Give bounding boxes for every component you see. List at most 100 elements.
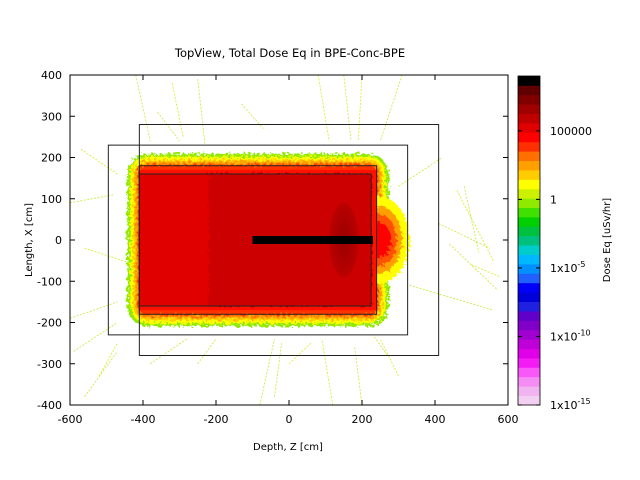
streak-5 [157, 111, 180, 142]
streak-7 [197, 79, 206, 146]
streak-1 [73, 322, 118, 352]
y-axis: 400 300 200 100 0 -100 -200 -300 -400 [37, 69, 508, 412]
streak-16 [259, 338, 275, 405]
y-tick-label: -400 [37, 399, 62, 412]
colorbar-band [518, 198, 540, 208]
colorbar-band [518, 113, 540, 124]
y-tick-label: 400 [41, 69, 62, 82]
colorbar-band [518, 170, 540, 180]
streak-12 [357, 75, 363, 142]
x-tick-label: 200 [352, 413, 373, 426]
y-tick-label: -100 [37, 275, 62, 288]
region-bpe-outer-layer [107, 144, 409, 336]
colorbar-tick-label: 1x10-15 [550, 397, 591, 412]
colorbar-tick-label: 1 [550, 193, 557, 206]
colorbar-band [518, 311, 540, 321]
colorbar-band [518, 188, 540, 199]
streak-11 [379, 75, 403, 142]
colorbar-band [518, 301, 540, 312]
streak-30 [288, 342, 312, 365]
streak-18 [321, 338, 334, 405]
y-tick-label: 100 [41, 193, 62, 206]
colorbar-band [518, 254, 540, 265]
colorbar-band [518, 329, 540, 340]
streak-29 [398, 157, 443, 187]
colorbar-tick-label: 100000 [550, 125, 592, 138]
chart-title: TopView, Total Dose Eq in BPE-Conc-BPE [174, 46, 405, 60]
colorbar-band [518, 76, 540, 86]
colorbar-frame [517, 75, 541, 406]
colorbar-band [518, 160, 540, 171]
x-axis: -600 -400 -200 0 200 400 600 [58, 75, 519, 426]
colorbar-tick-label: 1x10-5 [550, 260, 586, 275]
x-axis-label: Depth, Z [cm] [253, 442, 323, 453]
colorbar-band [518, 395, 540, 406]
colorbar-band [518, 339, 540, 349]
streak-15 [98, 342, 118, 377]
streak-14 [84, 351, 118, 397]
y-tick-label: -200 [37, 317, 62, 330]
geometry-outlines [107, 124, 440, 356]
colorbar-band [518, 151, 540, 161]
colorbar-band [518, 358, 540, 368]
streak-0 [84, 247, 136, 266]
colorbar-band [518, 282, 540, 293]
colorbar-band [518, 367, 540, 378]
x-tick-label: -200 [204, 413, 229, 426]
streak-24 [456, 190, 494, 261]
streak-23 [438, 223, 490, 249]
colorbar-band [518, 292, 540, 302]
radiation-streaks [70, 75, 501, 405]
x-tick-label: 0 [286, 413, 293, 426]
colorbar-band [518, 235, 540, 246]
x-tick-label: -400 [131, 413, 156, 426]
x-tick-label: -600 [58, 413, 83, 426]
colorbar-band [518, 141, 540, 152]
colorbar-band [518, 217, 540, 227]
streak-31 [150, 338, 188, 365]
colorbar-band [518, 207, 540, 218]
colorbar-tick-label: 1x10-10 [550, 328, 591, 343]
y-tick-label: 200 [41, 152, 62, 165]
colorbar-band [518, 94, 540, 105]
streak-6 [171, 83, 184, 137]
colorbar-band [518, 132, 540, 143]
x-tick-label: 600 [498, 413, 519, 426]
colorbar-band [518, 264, 540, 274]
streak-25 [449, 243, 498, 290]
y-tick-label: 300 [41, 110, 62, 123]
streak-10 [343, 75, 352, 142]
plot-area [70, 75, 501, 405]
streak-2 [70, 194, 114, 204]
colorbar-band [518, 85, 540, 96]
streak-20 [372, 334, 388, 356]
x-tick-label: 400 [425, 413, 446, 426]
colorbar-band [518, 273, 540, 284]
streak-17 [274, 343, 283, 397]
colorbar-band [518, 104, 540, 114]
streak-22 [409, 284, 494, 311]
colorbar-band [518, 376, 540, 387]
colorbar-band [518, 320, 540, 331]
streak-3 [80, 148, 118, 175]
colorbar-band [518, 226, 540, 237]
y-tick-label: 0 [55, 234, 62, 247]
streak-9 [317, 75, 330, 142]
streak-13 [70, 301, 118, 319]
streak-27 [471, 264, 501, 278]
colorbar-band [518, 179, 540, 190]
colorbar-band [518, 245, 540, 255]
streak-21 [379, 338, 399, 377]
colorbar-label: Dose Eq [uSv/hr] [602, 198, 613, 283]
y-axis-label: Length, X [cm] [24, 203, 35, 277]
streak-4 [135, 75, 151, 142]
streak-26 [463, 186, 480, 253]
streak-19 [354, 347, 363, 405]
colorbar: 100000 1 1x10-5 1x10-10 1x10-15 [517, 75, 592, 412]
colorbar-band [518, 386, 540, 396]
y-tick-label: -300 [37, 358, 62, 371]
colorbar-band [518, 123, 540, 133]
colorbar-band [518, 348, 540, 359]
streak-28 [197, 338, 217, 364]
